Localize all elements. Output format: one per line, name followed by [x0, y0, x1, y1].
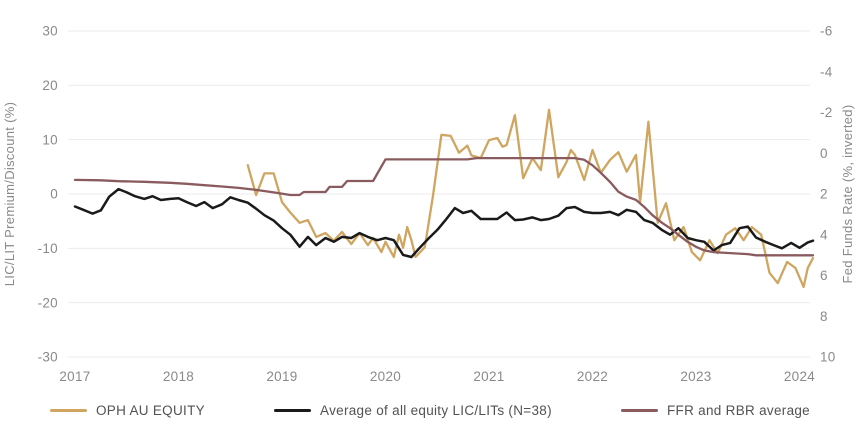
x-axis-tick: 2023 — [680, 369, 711, 384]
ffr-series-line — [73, 156, 815, 257]
right-axis-tick: -2 — [820, 105, 833, 120]
legend-label-oph: OPH AU EQUITY — [96, 402, 205, 418]
legend-item-ffr: FFR and RBR average — [620, 402, 810, 418]
legend-label-ffr: FFR and RBR average — [666, 402, 810, 418]
right-axis-tick: 4 — [820, 227, 828, 242]
x-axis-tick: 2020 — [370, 369, 401, 384]
left-axis-tick: -10 — [38, 241, 58, 256]
x-axis-tick: 2021 — [473, 369, 504, 384]
left-axis-tick: 10 — [42, 132, 58, 147]
x-axis-tick: 2022 — [577, 369, 608, 384]
legend-label-average: Average of all equity LIC/LITs (N=38) — [320, 402, 552, 418]
left-axis-tick: -30 — [38, 350, 58, 365]
left-axis-tick: 20 — [42, 78, 58, 93]
right-axis-tick: -6 — [820, 24, 833, 39]
x-axis-tick: 2024 — [784, 369, 815, 384]
average-line-swatch — [274, 408, 312, 412]
right-axis-tick: 10 — [820, 350, 836, 365]
legend-item-average: Average of all equity LIC/LITs (N=38) — [274, 403, 552, 418]
x-axis-tick: 2019 — [266, 369, 297, 384]
right-axis-tick: -4 — [820, 64, 833, 79]
left-axis-tick: 30 — [42, 24, 58, 39]
ffr-line-swatch — [620, 408, 658, 412]
x-axis-tick: 2018 — [163, 369, 194, 384]
left-axis-tick: -20 — [38, 295, 58, 310]
right-axis-tick: 2 — [820, 187, 828, 202]
left-axis-tick: 0 — [50, 187, 58, 202]
oph-line-swatch — [50, 408, 87, 412]
average-series-line — [73, 187, 815, 259]
right-axis-tick: 0 — [820, 146, 828, 161]
right-axis-tick: 8 — [820, 309, 828, 324]
right-axis-tick: 6 — [820, 268, 828, 283]
left-axis-title: LIC/LIT Premium/Discount (%) — [2, 102, 17, 286]
x-axis-tick: 2017 — [59, 369, 90, 384]
chart-legend: OPH AU EQUITY Average of all equity LIC/… — [50, 399, 810, 421]
legend-item-oph: OPH AU EQUITY — [50, 403, 205, 418]
right-axis-title: Fed Funds Rate (%, inverted) — [840, 105, 855, 284]
oph-series-line — [246, 108, 815, 289]
